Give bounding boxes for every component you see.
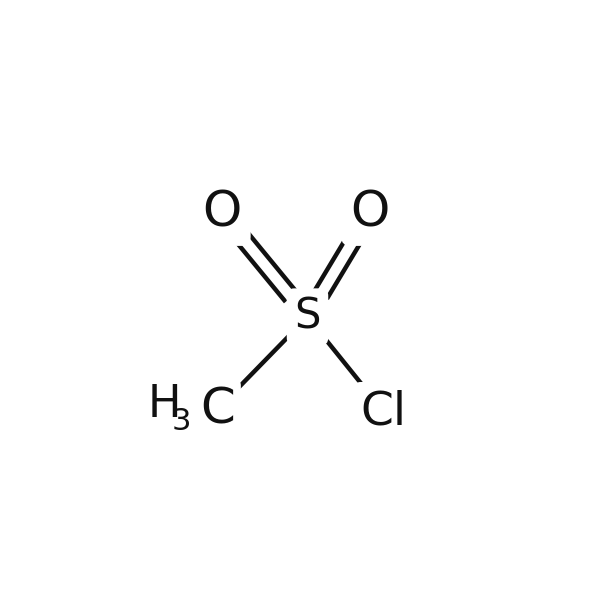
Text: Cl: Cl [361,389,407,434]
Text: O: O [202,189,242,237]
Text: 3: 3 [172,407,191,436]
Text: O: O [350,189,389,237]
Text: H: H [148,383,181,426]
Text: S: S [294,296,321,338]
Text: C: C [200,385,235,433]
